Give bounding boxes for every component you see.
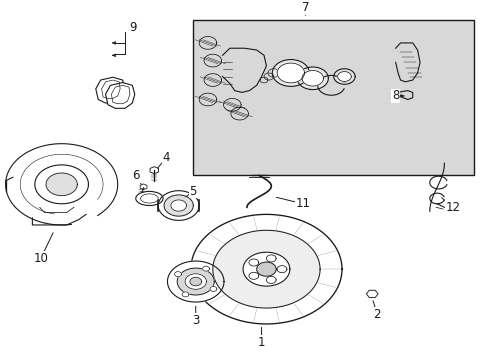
Polygon shape [266,255,276,262]
Polygon shape [248,272,258,279]
Polygon shape [212,230,320,308]
Polygon shape [167,261,224,302]
Text: 4: 4 [163,151,170,164]
Text: 2: 2 [373,307,380,320]
Polygon shape [35,165,88,204]
Text: 11: 11 [295,197,310,210]
Polygon shape [158,191,199,220]
Polygon shape [96,77,125,103]
Polygon shape [266,276,276,283]
Polygon shape [182,292,188,297]
Polygon shape [297,67,328,90]
Text: 8: 8 [391,89,399,103]
Polygon shape [337,72,350,81]
Text: 1: 1 [257,336,265,349]
Polygon shape [150,167,158,174]
Polygon shape [174,272,181,276]
Text: 9: 9 [129,21,137,33]
Polygon shape [163,195,193,216]
Text: 10: 10 [33,252,48,265]
Polygon shape [170,200,186,211]
Polygon shape [184,274,206,289]
Polygon shape [333,69,354,84]
Text: 5: 5 [189,185,197,198]
Polygon shape [248,259,258,266]
Polygon shape [177,268,214,295]
Polygon shape [277,266,286,273]
Polygon shape [46,173,77,195]
Polygon shape [256,262,276,276]
Polygon shape [277,63,304,83]
Polygon shape [105,82,135,108]
Polygon shape [302,71,323,86]
Text: 7: 7 [301,1,308,14]
Text: 6: 6 [132,169,140,182]
Bar [193,20,473,175]
Polygon shape [243,252,289,286]
Text: 3: 3 [192,314,199,327]
Polygon shape [140,184,146,190]
Polygon shape [210,287,217,292]
Polygon shape [189,277,201,286]
Polygon shape [366,290,377,298]
Ellipse shape [136,192,163,206]
Ellipse shape [141,194,158,203]
Polygon shape [202,266,209,271]
Text: 12: 12 [445,201,460,214]
Polygon shape [190,214,341,324]
Polygon shape [272,59,309,86]
